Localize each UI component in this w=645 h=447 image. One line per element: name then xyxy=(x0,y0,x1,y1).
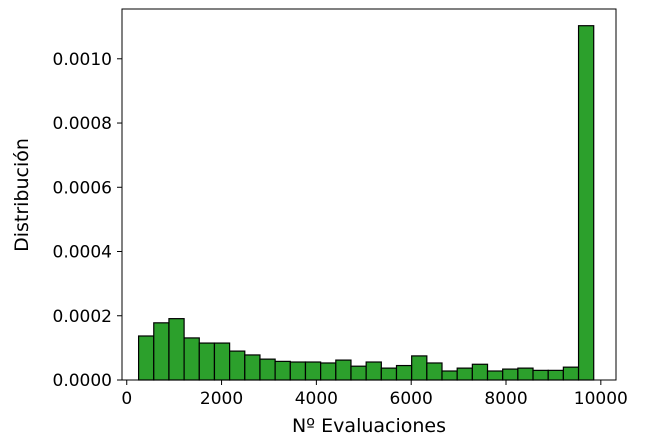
plot-frame xyxy=(121,8,617,381)
y-axis-ticks: 0.0000 0.0002 0.0004 0.0006 0.0008 0.0010 xyxy=(53,50,122,391)
histogram-bar xyxy=(274,360,291,381)
x-axis-label: Nº Evaluaciones xyxy=(292,415,446,437)
histogram-bar xyxy=(426,362,443,381)
histogram-bar xyxy=(562,366,580,381)
histogram-bar xyxy=(304,361,322,381)
x-tick-label: 6000 xyxy=(390,389,433,409)
y-tick-label: 0.0004 xyxy=(53,243,112,263)
histogram-bar xyxy=(577,25,595,381)
y-tick-label: 0.0002 xyxy=(53,307,112,327)
histogram-bar xyxy=(365,361,382,381)
histogram-bar xyxy=(289,361,307,381)
histogram-bar xyxy=(395,364,413,381)
x-tick-label: 8000 xyxy=(484,389,527,409)
histogram-bar xyxy=(532,369,549,381)
x-axis-ticks: 0 2000 4000 6000 8000 10000 xyxy=(121,380,628,409)
x-tick-label: 10000 xyxy=(574,389,628,409)
histogram-bar xyxy=(350,365,367,381)
histogram-bar xyxy=(411,355,428,381)
histogram-bar xyxy=(380,367,398,381)
histogram-bar xyxy=(183,337,200,381)
histogram-bar xyxy=(213,342,231,381)
x-tick-label: 4000 xyxy=(295,389,338,409)
histogram-bar xyxy=(244,354,261,381)
histogram-bar xyxy=(456,367,473,381)
y-axis-label: Distribución xyxy=(11,138,33,252)
x-tick-label: 0 xyxy=(121,389,132,409)
y-tick-label: 0.0010 xyxy=(53,50,112,70)
histogram-bar xyxy=(229,350,246,381)
histogram-bar xyxy=(259,358,276,381)
histogram-bar xyxy=(502,368,519,381)
y-tick-label: 0.0000 xyxy=(53,371,112,391)
histogram-bar xyxy=(198,342,216,381)
y-tick-label: 0.0008 xyxy=(53,114,112,134)
histogram-bar xyxy=(320,362,337,381)
histogram-bar xyxy=(168,318,185,381)
histogram-bar xyxy=(471,363,489,381)
histogram-bar xyxy=(486,370,504,381)
histogram-bar xyxy=(517,367,534,381)
bars-group xyxy=(137,25,595,381)
histogram-bar xyxy=(335,359,352,381)
y-tick-label: 0.0006 xyxy=(53,178,112,198)
histogram-bar xyxy=(547,369,564,381)
histogram-bar xyxy=(137,335,155,381)
histogram-bar xyxy=(153,322,170,381)
histogram-bar xyxy=(441,370,458,381)
x-tick-label: 2000 xyxy=(200,389,243,409)
